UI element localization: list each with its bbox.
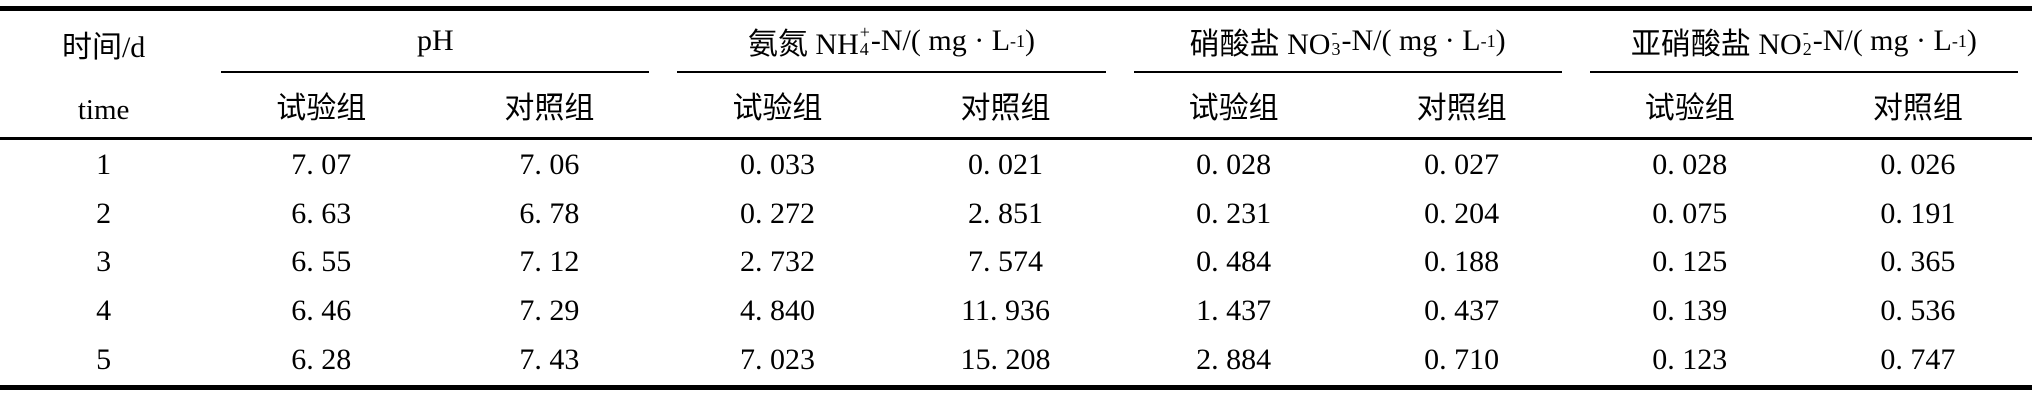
group-header-ammonia-nitrogen: 氨氮 NH +4 -N/( mg · L -1 ) — [663, 9, 1119, 73]
group-header-label-nitrate: 硝酸盐 NO -3 -N/( mg · L -1 ) — [1133, 11, 1562, 73]
table-row-day-4: 4 6. 46 7. 29 4. 840 11. 936 1. 437 0. 437 0. 1… — [0, 287, 2032, 336]
cell-value: 0. 231 — [1196, 196, 1272, 230]
cell-value: 0. 026 — [1880, 147, 1956, 181]
subheader-ammonia-nitrogen-experimental: 试验组 — [663, 73, 892, 140]
cell-time: 5 — [96, 343, 112, 377]
cell-value: 7. 06 — [519, 147, 580, 181]
cell-value: 0. 204 — [1424, 196, 1500, 230]
subheader-ammonia-nitrogen-control: 对照组 — [891, 73, 1120, 140]
cell-value: 0. 191 — [1880, 196, 1956, 230]
cell-value: 6. 63 — [291, 196, 352, 230]
cell-value: 2. 884 — [1196, 343, 1272, 377]
cell-time: 3 — [96, 245, 112, 279]
cell-value: 7. 07 — [291, 147, 352, 181]
cell-value: 0. 075 — [1652, 196, 1728, 230]
cell-value: 0. 028 — [1652, 147, 1728, 181]
cell-value: 0. 027 — [1424, 147, 1500, 181]
col-header-time: 时间/d time — [0, 8, 208, 140]
subheader-ph-control: 对照组 — [435, 73, 664, 140]
cell-time: 4 — [96, 293, 112, 327]
cell-value: 0. 536 — [1880, 293, 1956, 327]
time-header-en: time — [77, 93, 130, 126]
cell-value: 6. 55 — [291, 245, 352, 279]
cell-value: 0. 123 — [1652, 343, 1728, 377]
cell-value: 0. 033 — [739, 147, 815, 181]
group-header-label-nitrite: 亚硝酸盐 NO -2 -N/( mg · L -1 ) — [1589, 11, 2018, 73]
cell-value: 0. 710 — [1424, 343, 1500, 377]
cell-value: 11. 936 — [961, 293, 1050, 327]
cell-value: 6. 78 — [519, 196, 580, 230]
cell-value: 0. 021 — [968, 147, 1044, 181]
header-row-subgroups: 试验组 对照组 试验组 对照组 试验组 对照组 试验组 对照组 — [0, 73, 2032, 140]
cell-value: 0. 139 — [1652, 293, 1728, 327]
cell-value: 1. 437 — [1196, 293, 1272, 327]
cell-value: 7. 43 — [519, 343, 580, 377]
time-header-zh: 时间/d — [61, 30, 146, 64]
cell-value: 7. 12 — [519, 245, 580, 279]
cell-value: 15. 208 — [960, 343, 1051, 377]
cell-value: 7. 29 — [519, 293, 580, 327]
table-body: 1 7. 07 7. 06 0. 033 0. 021 0. 028 0. 027 0. 02… — [0, 139, 2032, 388]
cell-time: 2 — [96, 196, 112, 230]
cell-value: 0. 125 — [1652, 245, 1728, 279]
group-header-label-ammonia-nitrogen: 氨氮 NH +4 -N/( mg · L -1 ) — [677, 11, 1106, 73]
cell-value: 0. 437 — [1424, 293, 1500, 327]
cell-value: 2. 732 — [739, 245, 815, 279]
cell-value: 6. 28 — [291, 343, 352, 377]
water-quality-table: 时间/d time pH 氨氮 NH +4 -N/( mg · L -1 ) 硝酸盐 NO… — [0, 6, 2032, 390]
subheader-nitrate-experimental: 试验组 — [1119, 73, 1348, 140]
cell-time: 1 — [96, 147, 112, 181]
table-row-day-1: 1 7. 07 7. 06 0. 033 0. 021 0. 028 0. 027 0. 02… — [0, 139, 2032, 190]
table-row-day-2: 2 6. 63 6. 78 0. 272 2. 851 0. 231 0. 204 0. 07… — [0, 189, 2032, 238]
cell-value: 0. 188 — [1424, 245, 1500, 279]
cell-value: 7. 023 — [739, 343, 815, 377]
cell-value: 2. 851 — [968, 196, 1044, 230]
cell-value: 0. 028 — [1196, 147, 1272, 181]
group-header-label-ph: pH — [221, 11, 650, 73]
cell-value: 0. 747 — [1880, 343, 1956, 377]
subheader-ph-experimental: 试验组 — [207, 73, 436, 140]
cell-value: 0. 484 — [1196, 245, 1272, 279]
group-header-nitrite: 亚硝酸盐 NO -2 -N/( mg · L -1 ) — [1576, 9, 2032, 73]
subheader-nitrite-experimental: 试验组 — [1575, 73, 1804, 140]
cell-value: 0. 272 — [739, 196, 815, 230]
table-row-day-3: 3 6. 55 7. 12 2. 732 7. 574 0. 484 0. 188 0. 12… — [0, 238, 2032, 287]
cell-value: 6. 46 — [291, 293, 352, 327]
cell-value: 4. 840 — [739, 293, 815, 327]
subheader-nitrate-control: 对照组 — [1347, 73, 1576, 140]
subheader-nitrite-control: 对照组 — [1803, 73, 2032, 140]
table-row-day-5: 5 6. 28 7. 43 7. 023 15. 208 2. 884 0. 710 0. 1… — [0, 335, 2032, 387]
group-header-nitrate: 硝酸盐 NO -3 -N/( mg · L -1 ) — [1120, 9, 1576, 73]
group-header-ph: pH — [207, 9, 663, 73]
cell-value: 0. 365 — [1880, 245, 1956, 279]
header-row-groups: 时间/d time pH 氨氮 NH +4 -N/( mg · L -1 ) 硝酸盐 NO… — [0, 8, 2032, 140]
cell-value: 7. 574 — [968, 245, 1044, 279]
